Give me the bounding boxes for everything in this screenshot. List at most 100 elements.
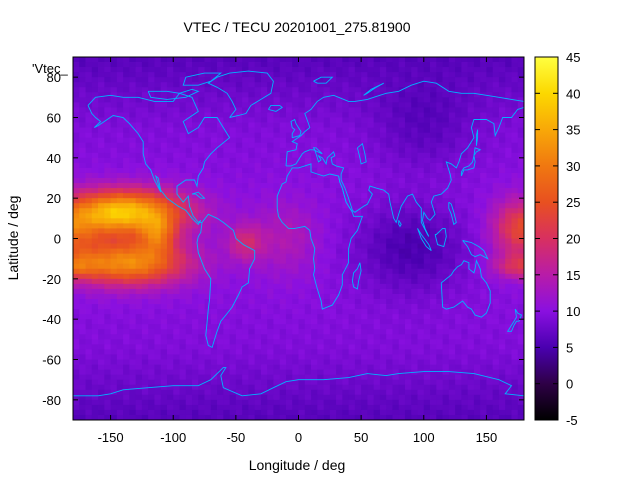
heatmap-cell: [267, 359, 274, 365]
heatmap-cell: [173, 107, 180, 113]
heatmap-cell: [160, 162, 168, 169]
heatmap-cells: [73, 57, 524, 420]
heatmap-cell: [148, 183, 155, 189]
heatmap-cell: [304, 268, 312, 275]
heatmap-cell: [492, 359, 500, 365]
heatmap-cell: [235, 193, 243, 199]
heatmap-cell: [160, 374, 168, 381]
heatmap-cell: [273, 107, 281, 113]
heatmap-cell: [279, 188, 287, 194]
heatmap-cell: [116, 77, 124, 83]
heatmap-cell: [492, 369, 500, 376]
heatmap-cell: [166, 233, 174, 239]
heatmap-cell: [179, 208, 187, 214]
heatmap-cell: [354, 349, 362, 355]
heatmap-cell: [442, 273, 450, 280]
heatmap-cell: [123, 379, 130, 386]
heatmap-cell: [179, 253, 187, 260]
heatmap-cell: [392, 87, 400, 93]
heatmap-cell: [311, 57, 318, 63]
heatmap-cell: [329, 354, 337, 360]
heatmap-cell: [342, 92, 350, 98]
heatmap-cell: [104, 77, 111, 83]
heatmap-cell: [223, 293, 230, 300]
heatmap-cell: [160, 379, 168, 386]
heatmap-cell: [104, 344, 111, 350]
heatmap-cell: [91, 167, 99, 174]
heatmap-cell: [367, 203, 375, 209]
heatmap-cell: [160, 263, 168, 270]
heatmap-cell: [411, 379, 418, 386]
heatmap-cell: [166, 273, 174, 280]
heatmap-cell: [486, 57, 494, 63]
heatmap-cell: [461, 344, 469, 350]
heatmap-cell: [304, 324, 312, 330]
heatmap-cell: [486, 137, 494, 144]
heatmap-cell: [292, 314, 299, 320]
heatmap-cell: [141, 92, 149, 98]
heatmap-cell: [73, 278, 80, 285]
heatmap-cell: [473, 379, 481, 386]
heatmap-cell: [267, 218, 274, 224]
heatmap-cell: [116, 203, 124, 209]
heatmap-cell: [154, 97, 162, 103]
heatmap-cell: [104, 132, 111, 139]
heatmap-cell: [329, 157, 337, 164]
heatmap-cell: [467, 304, 475, 310]
heatmap-cell: [79, 263, 86, 270]
heatmap-cell: [79, 178, 86, 184]
heatmap-cell: [73, 354, 80, 360]
heatmap-cell: [423, 278, 431, 285]
heatmap-cell: [317, 107, 324, 113]
heatmap-cell: [229, 102, 237, 108]
heatmap-cell: [467, 253, 475, 260]
heatmap-cell: [505, 319, 512, 325]
heatmap-cell: [367, 198, 375, 204]
heatmap-cell: [192, 172, 199, 179]
heatmap-cell: [185, 142, 193, 149]
heatmap-cell: [279, 213, 287, 219]
heatmap-cell: [486, 329, 494, 335]
heatmap-cell: [317, 359, 324, 365]
heatmap-cell: [173, 183, 180, 189]
heatmap-cell: [260, 283, 268, 290]
heatmap-cell: [160, 188, 168, 194]
heatmap-cell: [292, 92, 299, 98]
heatmap-cell: [173, 82, 180, 88]
heatmap-cell: [373, 142, 381, 149]
heatmap-cell: [423, 142, 431, 149]
heatmap-cell: [110, 218, 118, 224]
heatmap-cell: [455, 268, 462, 275]
heatmap-cell: [317, 193, 324, 199]
heatmap-cell: [498, 273, 506, 280]
heatmap-cell: [417, 248, 425, 255]
heatmap-cell: [430, 238, 437, 244]
heatmap-cell: [91, 132, 99, 139]
heatmap-cell: [141, 198, 149, 204]
heatmap-cell: [336, 384, 343, 391]
heatmap-cell: [323, 117, 331, 123]
heatmap-cell: [455, 354, 462, 360]
heatmap-cell: [461, 172, 469, 179]
heatmap-cell: [423, 293, 431, 300]
heatmap-cell: [210, 324, 218, 330]
heatmap-cell: [317, 147, 324, 154]
heatmap-cell: [210, 248, 218, 255]
heatmap-cell: [154, 309, 162, 315]
heatmap-cell: [404, 253, 412, 260]
heatmap-cell: [404, 72, 412, 78]
heatmap-cell: [285, 248, 293, 255]
heatmap-cell: [367, 339, 375, 345]
heatmap-cell: [185, 152, 193, 159]
heatmap-cell: [436, 359, 443, 365]
heatmap-cell: [317, 62, 324, 68]
heatmap-cell: [254, 102, 262, 108]
heatmap-cell: [442, 223, 450, 229]
heatmap-cell: [173, 369, 180, 376]
heatmap-cell: [98, 248, 105, 255]
heatmap-cell: [123, 394, 130, 401]
heatmap-cell: [154, 354, 162, 360]
heatmap-cell: [198, 87, 205, 93]
heatmap-cell: [129, 288, 137, 295]
heatmap-cell: [141, 339, 149, 345]
